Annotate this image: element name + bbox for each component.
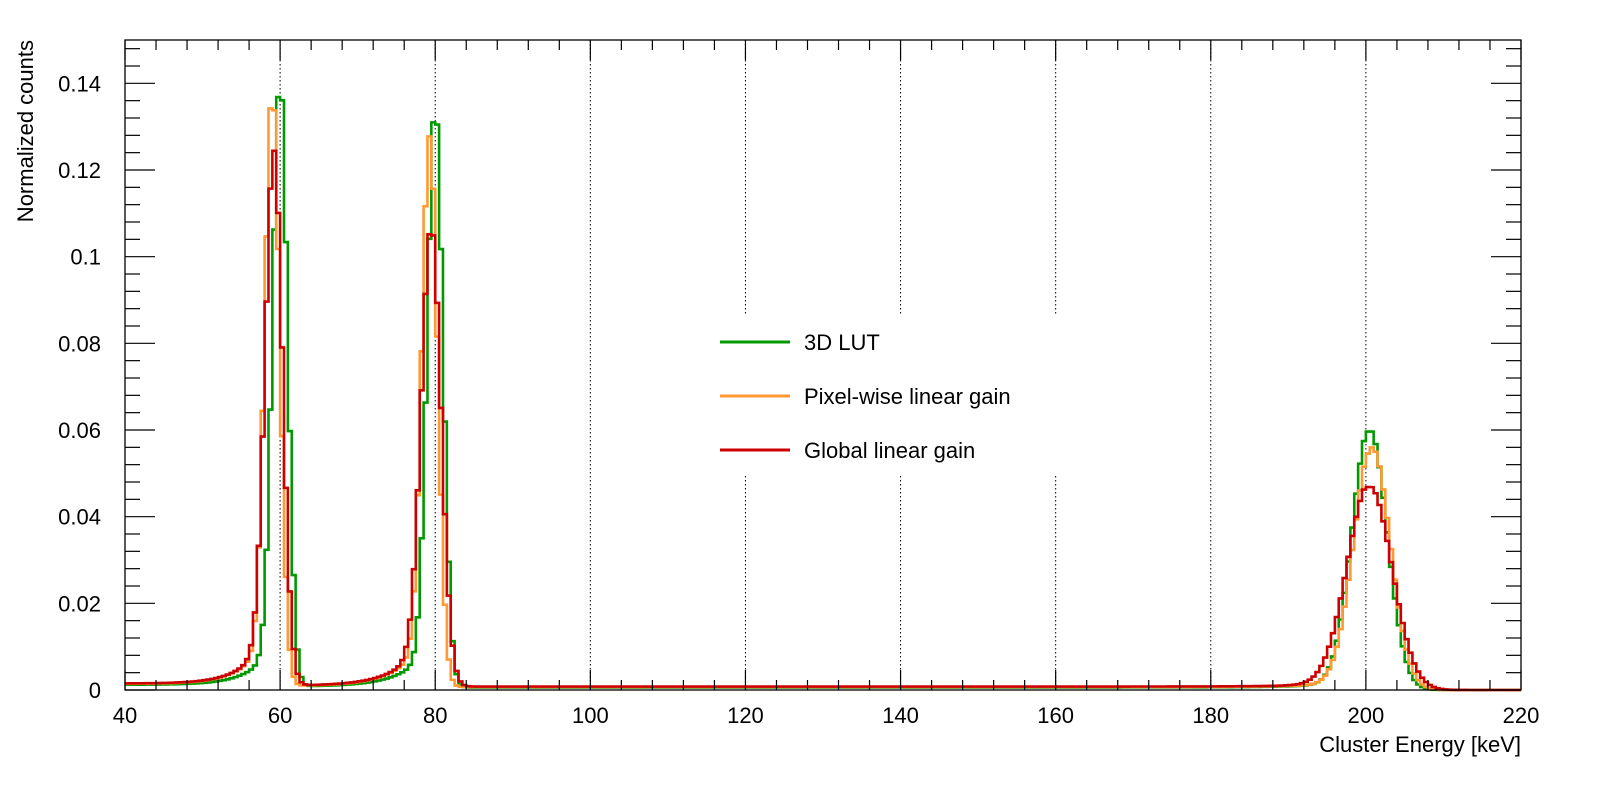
- y-tick-label: 0.14: [58, 71, 101, 96]
- legend-label-1: Pixel-wise linear gain: [804, 384, 1011, 409]
- x-tick-label: 100: [572, 703, 609, 728]
- x-tick-label: 80: [423, 703, 447, 728]
- x-tick-label: 120: [727, 703, 764, 728]
- x-tick-label: 160: [1037, 703, 1074, 728]
- plot-frame: [124, 39, 1522, 691]
- axis-ticks: [124, 40, 1522, 691]
- x-tick-label: 200: [1348, 703, 1385, 728]
- x-tick-label: 140: [882, 703, 919, 728]
- x-tick-label: 60: [268, 703, 292, 728]
- x-tick-label: 180: [1192, 703, 1229, 728]
- y-tick-label: 0.02: [58, 591, 101, 616]
- x-axis-title: Cluster Energy [keV]: [1319, 732, 1521, 757]
- series-layer: [125, 95, 1521, 692]
- y-axis-title: Normalized counts: [13, 40, 38, 222]
- legend-label-0: 3D LUT: [804, 330, 880, 355]
- y-tick-label: 0.08: [58, 331, 101, 356]
- x-tick-label: 40: [113, 703, 137, 728]
- series-line-2: [125, 149, 1521, 692]
- legend: 3D LUT Pixel-wise linear gain Global linea…: [720, 330, 1011, 463]
- y-tick-label: 0.12: [58, 158, 101, 183]
- tick-labels: 40 60 80 100 120 140 160 180 200 220 0 0.02 0.04 0.06…: [58, 71, 1539, 728]
- y-tick-label: 0: [89, 678, 101, 703]
- y-tick-label: 0.06: [58, 418, 101, 443]
- y-tick-label: 0.04: [58, 505, 101, 530]
- x-tick-label: 220: [1503, 703, 1540, 728]
- legend-label-2: Global linear gain: [804, 438, 975, 463]
- y-tick-label: 0.1: [70, 245, 101, 270]
